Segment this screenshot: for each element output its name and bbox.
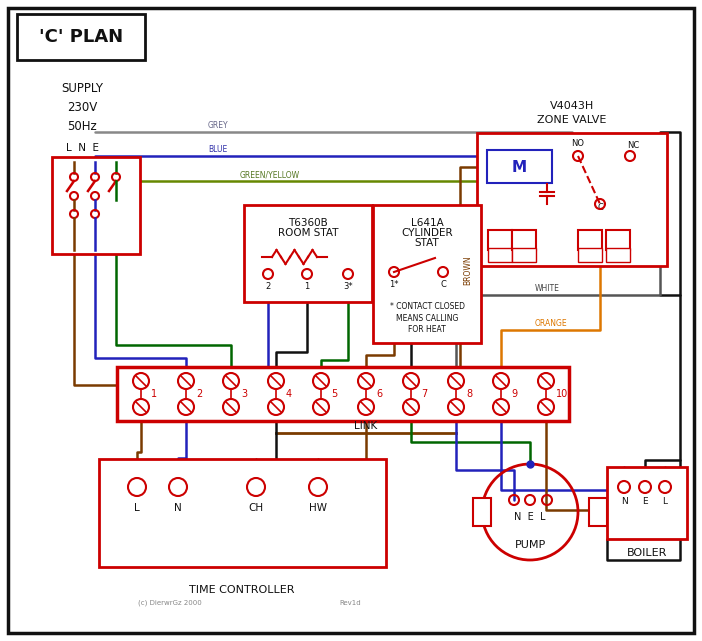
Text: 3: 3 [241,389,247,399]
Text: TIME CONTROLLER: TIME CONTROLLER [190,585,295,595]
Bar [578,230,602,250]
Text: E: E [642,497,648,506]
Bar [487,150,552,183]
Text: 4: 4 [286,389,292,399]
Text: * CONTACT CLOSED
MEANS CALLING
FOR HEAT: * CONTACT CLOSED MEANS CALLING FOR HEAT [390,302,465,335]
Text: Rev1d: Rev1d [339,600,361,606]
Text: 1*: 1* [389,279,399,288]
Text: T6360B: T6360B [288,218,328,228]
Bar [607,467,687,539]
Text: C: C [597,203,603,212]
Text: 9: 9 [511,389,517,399]
Text: 1: 1 [151,389,157,399]
Bar [606,230,630,250]
Text: ORANGE: ORANGE [535,319,568,328]
Text: 10: 10 [556,389,568,399]
Text: BOILER: BOILER [627,548,667,558]
Text: L641A: L641A [411,218,444,228]
Text: 2: 2 [196,389,202,399]
Text: GREEN/YELLOW: GREEN/YELLOW [240,170,300,179]
Text: 2: 2 [265,281,271,290]
Text: CH: CH [249,503,263,513]
Bar [117,367,569,421]
Text: HW: HW [309,503,327,513]
Text: N: N [174,503,182,513]
Bar [244,205,372,302]
Text: L: L [663,497,668,506]
Bar [473,498,491,526]
Bar [589,498,607,526]
Text: V4043H
ZONE VALVE: V4043H ZONE VALVE [537,101,607,125]
Text: 3*: 3* [343,281,353,290]
Bar [373,205,481,343]
Text: PUMP: PUMP [515,540,545,550]
Text: N  E  L: N E L [515,512,545,522]
Bar [52,157,140,254]
Bar [488,248,512,262]
Text: BLUE: BLUE [208,145,227,154]
Text: STAT: STAT [415,238,439,248]
Text: 1: 1 [305,281,310,290]
Text: 'C' PLAN: 'C' PLAN [39,28,123,46]
Bar [99,459,386,567]
Text: SUPPLY
230V
50Hz: SUPPLY 230V 50Hz [61,81,103,133]
Text: GREY: GREY [208,121,229,130]
Bar [512,230,536,250]
Text: M: M [512,160,526,174]
Text: BROWN: BROWN [463,255,472,285]
Text: WHITE: WHITE [535,284,560,293]
Bar [578,248,602,262]
Text: 7: 7 [421,389,428,399]
Text: NO: NO [571,139,585,148]
Text: LINK: LINK [355,421,378,431]
Text: 8: 8 [466,389,472,399]
Text: C: C [440,279,446,288]
Text: 6: 6 [376,389,382,399]
Text: 5: 5 [331,389,337,399]
Bar [512,248,536,262]
Bar [477,133,667,266]
Text: NC: NC [627,141,639,150]
Text: ROOM STAT: ROOM STAT [278,228,338,238]
Text: CYLINDER: CYLINDER [401,228,453,238]
Bar [17,14,145,60]
Bar [606,248,630,262]
Text: L: L [134,503,140,513]
Text: L  N  E: L N E [65,143,98,153]
Text: N: N [621,497,628,506]
Bar [488,230,512,250]
Text: (c) DierwrGz 2000: (c) DierwrGz 2000 [138,600,202,606]
